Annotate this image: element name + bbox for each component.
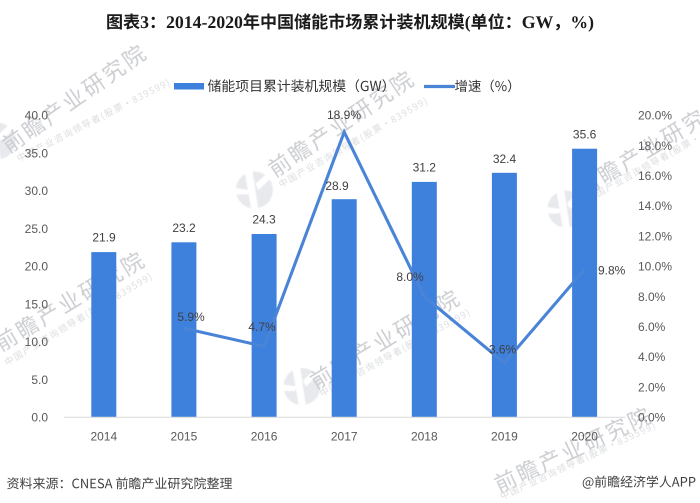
- svg-text:4.0%: 4.0%: [638, 350, 666, 364]
- svg-text:2019: 2019: [491, 429, 518, 443]
- svg-text:14.0%: 14.0%: [638, 199, 672, 213]
- svg-text:2015: 2015: [171, 429, 198, 443]
- svg-text:2014: 2014: [90, 429, 117, 443]
- svg-text:2016: 2016: [251, 429, 278, 443]
- svg-text:0.0: 0.0: [31, 411, 48, 425]
- svg-text:8.0%: 8.0%: [396, 270, 424, 284]
- svg-text:8.0%: 8.0%: [638, 290, 666, 304]
- svg-text:2020: 2020: [571, 429, 598, 443]
- svg-text:31.2: 31.2: [413, 161, 437, 175]
- svg-text:35.0: 35.0: [25, 146, 49, 160]
- svg-text:2.0%: 2.0%: [638, 380, 666, 394]
- svg-text:2018: 2018: [411, 429, 438, 443]
- svg-text:5.0: 5.0: [31, 373, 48, 387]
- svg-text:18.9%: 18.9%: [327, 108, 361, 122]
- svg-text:10.0: 10.0: [25, 335, 49, 349]
- svg-text:0.0%: 0.0%: [638, 411, 666, 425]
- svg-text:15.0: 15.0: [25, 297, 49, 311]
- svg-text:10.0%: 10.0%: [638, 260, 672, 274]
- svg-text:16.0%: 16.0%: [638, 169, 672, 183]
- svg-text:5.9%: 5.9%: [177, 310, 205, 324]
- svg-text:20.0: 20.0: [25, 260, 49, 274]
- svg-text:4.7%: 4.7%: [248, 320, 276, 334]
- svg-text:32.4: 32.4: [493, 152, 517, 166]
- svg-text:9.8%: 9.8%: [598, 264, 626, 278]
- svg-text:23.2: 23.2: [172, 221, 196, 235]
- svg-text:6.0%: 6.0%: [638, 320, 666, 334]
- svg-text:24.3: 24.3: [252, 213, 276, 227]
- svg-text:30.0: 30.0: [25, 184, 49, 198]
- svg-text:20.0%: 20.0%: [638, 109, 672, 123]
- svg-text:18.0%: 18.0%: [638, 139, 672, 153]
- svg-text:12.0%: 12.0%: [638, 229, 672, 243]
- svg-text:25.0: 25.0: [25, 222, 49, 236]
- svg-text:2017: 2017: [331, 429, 358, 443]
- svg-text:21.9: 21.9: [92, 231, 116, 245]
- svg-text:35.6: 35.6: [573, 128, 597, 142]
- svg-text:3.6%: 3.6%: [489, 343, 517, 357]
- svg-text:28.9: 28.9: [325, 179, 349, 193]
- svg-text:40.0: 40.0: [25, 109, 49, 123]
